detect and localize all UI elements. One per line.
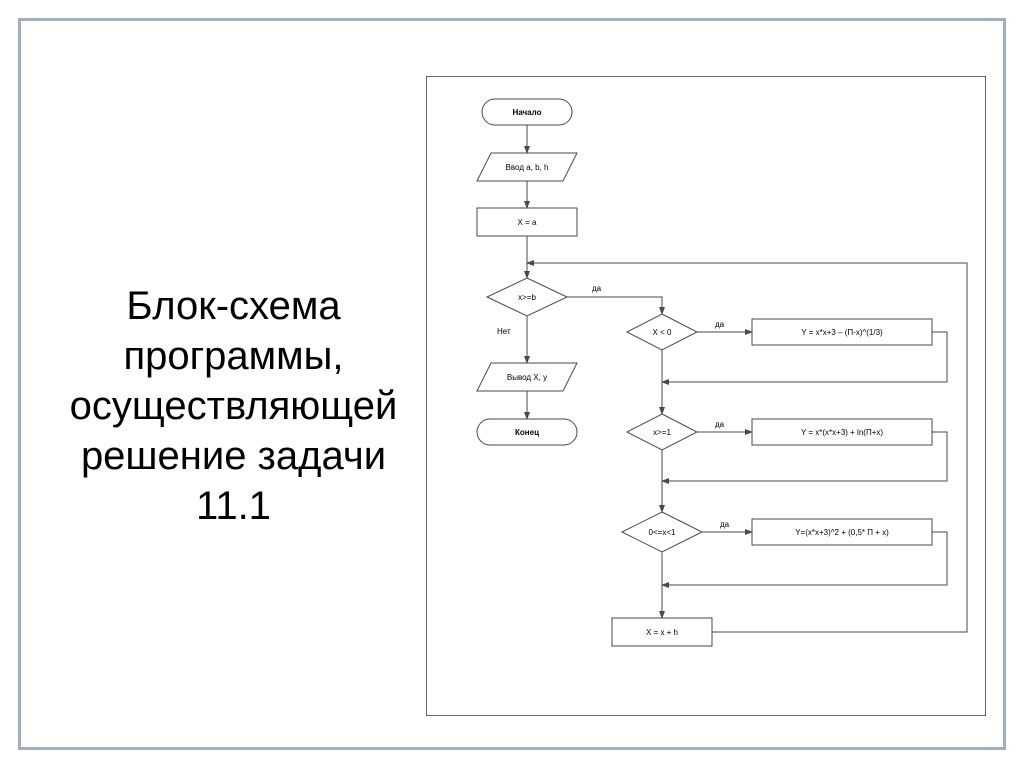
svg-text:Вывод X, y: Вывод X, y	[507, 373, 547, 382]
svg-text:Начало: Начало	[513, 108, 542, 117]
svg-text:да: да	[592, 284, 602, 293]
svg-text:да: да	[715, 420, 725, 429]
svg-text:X < 0: X < 0	[653, 328, 672, 337]
svg-text:X = x + h: X = x + h	[646, 628, 678, 637]
svg-text:Y = x*x+3 – (П-x)^(1/3): Y = x*x+3 – (П-x)^(1/3)	[801, 328, 883, 337]
flowchart-frame: Начало Ввод a, b, h X = a x>=b Вывод X, y Кон…	[426, 76, 986, 716]
svg-text:Y = x*(x*x+3) + ln(П+x): Y = x*(x*x+3) + ln(П+x)	[801, 428, 883, 437]
svg-text:да: да	[715, 320, 725, 329]
svg-text:Y=(x*x+3)^2 + (0,5* П + x): Y=(x*x+3)^2 + (0,5* П + x)	[795, 528, 889, 537]
flowchart: Начало Ввод a, b, h X = a x>=b Вывод X, y Кон…	[427, 77, 987, 717]
svg-text:Ввод a, b, h: Ввод a, b, h	[506, 163, 549, 172]
svg-text:да: да	[720, 520, 730, 529]
slide-title: Блок-схема программы, осуществляющей реш…	[61, 281, 406, 531]
svg-text:Конец: Конец	[515, 428, 539, 437]
svg-text:Нет: Нет	[497, 327, 511, 336]
svg-text:0<=x<1: 0<=x<1	[649, 528, 676, 537]
svg-text:x>=1: x>=1	[653, 428, 671, 437]
svg-text:x>=b: x>=b	[518, 293, 536, 302]
svg-text:X = a: X = a	[518, 218, 537, 227]
slide-frame: Блок-схема программы, осуществляющей реш…	[18, 18, 1006, 750]
